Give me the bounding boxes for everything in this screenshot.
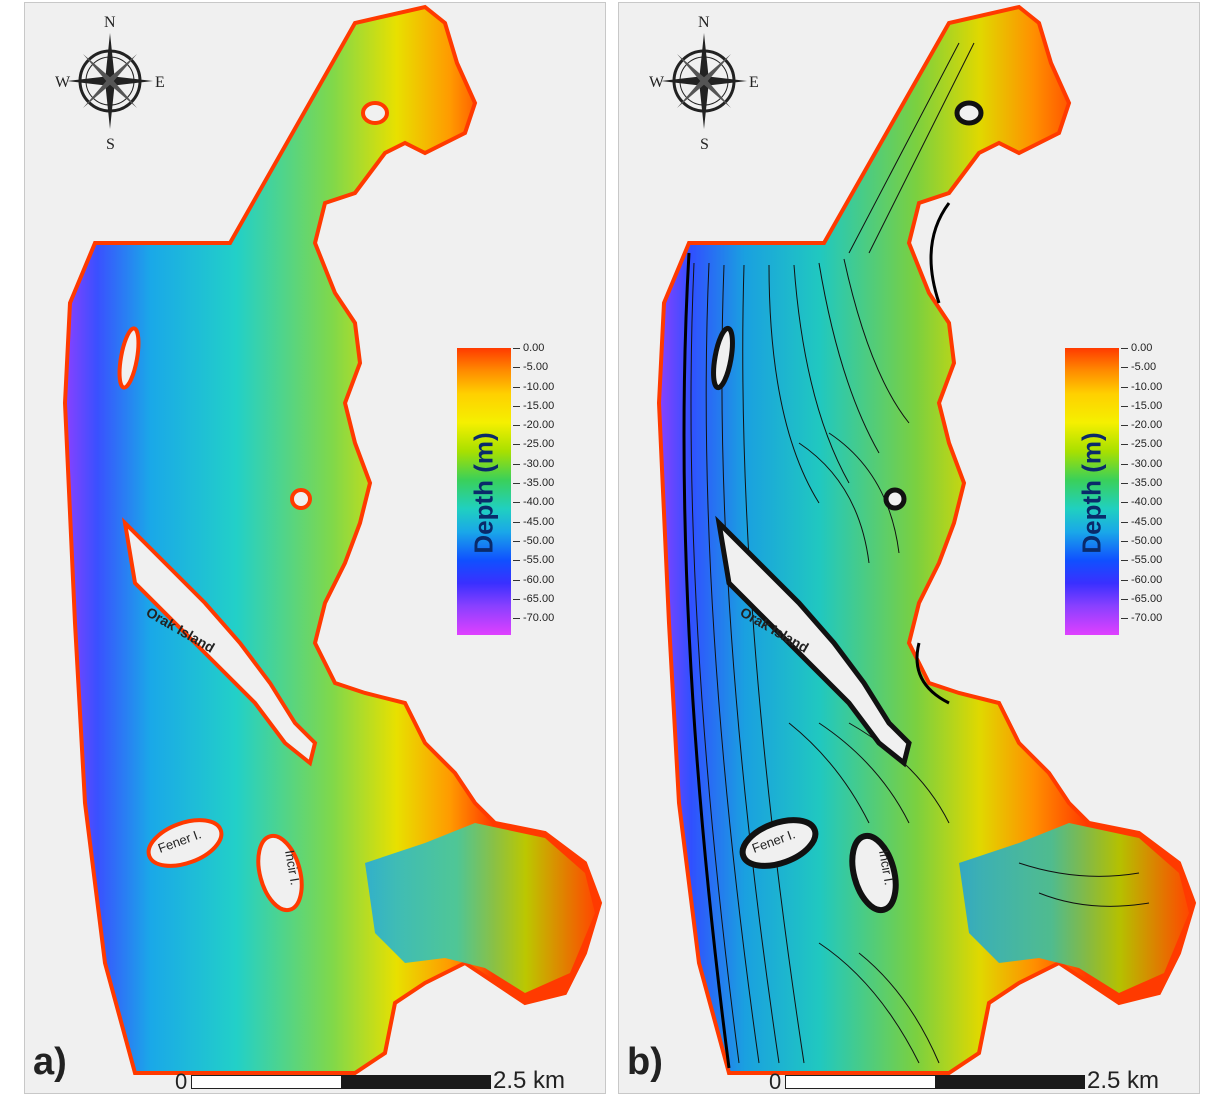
legend-tick: -10.00 xyxy=(513,381,583,401)
legend-tick: 0.00 xyxy=(513,342,583,362)
legend-tick: -50.00 xyxy=(513,535,583,555)
legend-tick: -35.00 xyxy=(513,477,583,497)
legend-title: Depth (m) xyxy=(1076,432,1107,554)
scale-start: 0 xyxy=(175,1069,188,1094)
bathymetry-map-a: Orak Island Fener I. Incir I. xyxy=(62,4,603,1075)
legend-tick: -45.00 xyxy=(513,516,583,536)
depth-color-bar xyxy=(457,348,511,635)
legend-tick: -40.00 xyxy=(513,497,583,516)
svg-text:N: N xyxy=(104,14,116,31)
legend-tick: -20.00 xyxy=(1121,420,1191,439)
panel-label: b) xyxy=(627,1041,663,1083)
small-island-north xyxy=(361,101,389,125)
compass-icon: N S E W xyxy=(649,14,759,151)
legend-tick: -30.00 xyxy=(513,458,583,478)
scale-segment-black xyxy=(935,1075,1085,1089)
fener-island xyxy=(739,817,819,869)
scale-start: 0 xyxy=(769,1069,782,1094)
scale-segment-white xyxy=(785,1075,937,1089)
svg-text:S: S xyxy=(106,136,115,151)
small-island-west xyxy=(117,326,141,390)
east-bay xyxy=(365,823,595,993)
legend-tick: -45.00 xyxy=(1121,516,1191,536)
orak-island xyxy=(715,515,912,768)
scale-segment-white xyxy=(191,1075,343,1089)
svg-text:E: E xyxy=(155,74,165,91)
compass-icon: N S E W xyxy=(55,14,165,151)
incir-island-label: Incir I. xyxy=(876,849,897,886)
legend-title: Depth (m) xyxy=(468,432,499,554)
svg-text:W: W xyxy=(55,74,71,91)
legend-tick: -5.00 xyxy=(1121,362,1191,381)
svg-text:N: N xyxy=(698,14,710,31)
legend-ticks: 0.00 -5.00 -10.00 -15.00 -20.00 -25.00 -… xyxy=(1121,342,1191,632)
legend-tick: -50.00 xyxy=(1121,535,1191,555)
legend-tick: 0.00 xyxy=(1121,342,1191,362)
legend-tick: -15.00 xyxy=(513,400,583,420)
legend-ticks: 0.00 -5.00 -10.00 -15.00 -20.00 -25.00 -… xyxy=(513,342,583,632)
depth-color-bar xyxy=(1065,348,1119,635)
incir-island xyxy=(256,833,304,913)
scale-end: 2.5 km xyxy=(493,1067,566,1094)
water-body xyxy=(656,4,1197,1075)
shore-contours xyxy=(682,202,951,1069)
legend-tick: -60.00 xyxy=(513,574,583,594)
map-panel-b: Orak Island Fener I. Incir I. N S E W De… xyxy=(618,2,1200,1094)
legend-tick: -15.00 xyxy=(1121,400,1191,420)
scale-bar: 0 2.5 km xyxy=(175,1063,595,1093)
legend-tick: -60.00 xyxy=(1121,574,1191,594)
legend-tick: -35.00 xyxy=(1121,477,1191,497)
small-island-mid xyxy=(290,488,312,510)
legend-tick: -25.00 xyxy=(513,439,583,458)
compass-rose-a: N S E W xyxy=(55,11,165,151)
scale-segment-black xyxy=(341,1075,491,1089)
legend-tick: -5.00 xyxy=(513,362,583,381)
legend-tick: -70.00 xyxy=(1121,613,1191,632)
compass-rose-b: N S E W xyxy=(649,11,759,151)
map-panel-a: Orak Island Fener I. Incir I. N S E W De… xyxy=(24,2,606,1094)
svg-text:W: W xyxy=(649,74,665,91)
svg-text:S: S xyxy=(700,136,709,151)
legend-tick: -20.00 xyxy=(513,420,583,439)
water-body xyxy=(62,4,603,1075)
svg-text:E: E xyxy=(749,74,759,91)
incir-island-label: Incir I. xyxy=(282,849,303,886)
east-bay xyxy=(959,823,1189,993)
depth-legend-a: Depth (m) 0.00 -5.00 -10.00 -15.00 -20.0… xyxy=(457,342,587,648)
small-island-north xyxy=(954,100,984,126)
legend-tick: -40.00 xyxy=(1121,497,1191,516)
small-island-west xyxy=(711,325,735,391)
incir-island xyxy=(849,832,899,914)
depth-legend-b: Depth (m) 0.00 -5.00 -10.00 -15.00 -20.0… xyxy=(1065,342,1195,648)
scale-bar: 0 2.5 km xyxy=(769,1063,1189,1093)
bathymetry-map-b: Orak Island Fener I. Incir I. xyxy=(656,4,1197,1075)
legend-tick: -65.00 xyxy=(1121,593,1191,613)
fener-island xyxy=(146,818,224,868)
scale-end: 2.5 km xyxy=(1087,1067,1160,1094)
orak-island xyxy=(122,517,318,767)
legend-tick: -65.00 xyxy=(513,593,583,613)
legend-tick: -30.00 xyxy=(1121,458,1191,478)
legend-tick: -55.00 xyxy=(513,555,583,574)
panel-label: a) xyxy=(33,1041,67,1083)
legend-tick: -25.00 xyxy=(1121,439,1191,458)
legend-tick: -55.00 xyxy=(1121,555,1191,574)
legend-tick: -70.00 xyxy=(513,613,583,632)
small-island-mid xyxy=(883,487,907,511)
legend-tick: -10.00 xyxy=(1121,381,1191,401)
